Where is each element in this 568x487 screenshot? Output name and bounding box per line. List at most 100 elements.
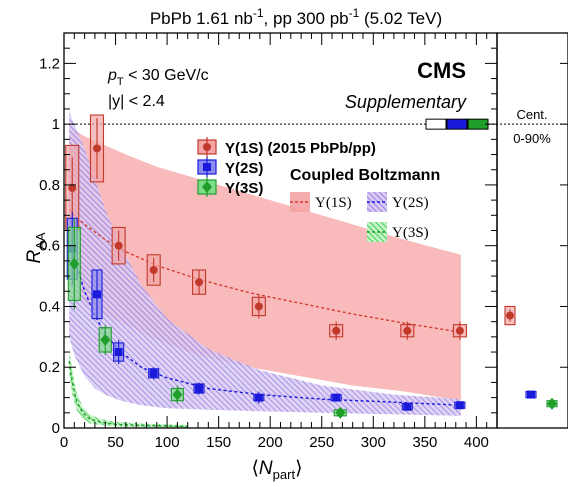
x-axis-title: ⟨Npart⟩ [252, 458, 303, 482]
legend-marker-ups1s-dot [203, 143, 211, 151]
cms-sublabel: Supplementary [345, 92, 467, 112]
integrated-point-ups1s [504, 305, 516, 326]
legend-entry-ups2s-data: Υ(2S) [197, 157, 263, 177]
y-tick-label: 0.6 [39, 238, 60, 255]
marker-ups1s [114, 241, 123, 250]
marker-ups2s [149, 369, 158, 378]
data-point-ups2s-6 [330, 393, 342, 402]
data-point-ups2s-3 [148, 367, 160, 380]
y-tick-label: 0.2 [39, 359, 60, 376]
marker-ups1s [403, 326, 412, 335]
centrality-range: 0-90% [513, 131, 551, 146]
marker-ups3s [335, 406, 346, 419]
legend-marker-ups3s-diamond [202, 181, 212, 193]
legend-entry-ups3s-data: Υ(3S) [197, 177, 263, 197]
legend-model-ups2s-label: Υ(2S) [392, 195, 429, 211]
y-tick-label: 0 [52, 420, 60, 437]
marker-ups1s [92, 144, 101, 153]
integrated-point-ups3s [546, 397, 558, 410]
data-point-ups1s-2 [111, 226, 126, 265]
y-tick-label: 0.4 [39, 298, 60, 315]
legend-marker-ups2s-square [203, 163, 211, 171]
data-point-ups1s-1 [89, 114, 105, 183]
data-point-ups2s-4 [193, 382, 205, 395]
legend-label-ups2s-data: Υ(2S) [225, 160, 263, 177]
data-point-ups2s-8 [454, 401, 466, 410]
model-curve-ups2s [68, 239, 461, 406]
data-point-ups3s-1 [98, 324, 112, 356]
rapidity-cut-label: |y| < 2.4 [108, 93, 165, 110]
legend-entry-ups1s-data: Υ(1S) (2015 PbPb/pp) [197, 137, 376, 157]
x-tick-label: 400 [464, 434, 489, 451]
x-tick-label: 0 [60, 434, 68, 451]
legend-entry-model-ups3s: Υ(3S) [367, 222, 429, 242]
legend-label-ups3s-data: Υ(3S) [225, 180, 263, 197]
data-point-ups1s-7 [400, 321, 415, 340]
cms-label: CMS [417, 58, 466, 83]
model-band-ups2s [69, 112, 461, 416]
legend-model: Υ(1S) Υ(2S) Υ(3S) [290, 192, 429, 242]
data-point-ups2s-7 [401, 402, 413, 411]
marker-ups1s [254, 302, 263, 311]
data-point-ups3s-2 [170, 385, 184, 404]
data-point-ups1s-5 [251, 294, 266, 319]
x-tick-label: 350 [412, 434, 437, 451]
marker-integrated-ups2s [527, 390, 535, 399]
marker-ups2s [403, 402, 412, 411]
x-tick-label: 250 [309, 434, 334, 451]
axis-layer: 0 50 100 150 200 250 300 350 400 0 0.2 0.4 0.6 0.8 1 1.… [39, 33, 568, 451]
data-point-ups3s-3 [333, 406, 347, 419]
data-point-ups2s-1 [91, 269, 103, 320]
data-point-ups2s-2 [113, 339, 125, 365]
marker-ups3s [172, 388, 183, 401]
data-point-ups1s-4 [192, 269, 207, 295]
y-axis-title: RAA [24, 232, 48, 263]
model-curve-ups1s [68, 208, 462, 333]
marker-ups2s [195, 384, 204, 393]
legend-label-ups1s-data: Υ(1S) (2015 PbPb/pp) [225, 140, 376, 157]
global-uncertainty-box-ups2s [446, 118, 468, 130]
data-point-layer [65, 114, 558, 419]
legend-entry-model-ups1s: Υ(1S) [290, 192, 352, 212]
data-point-ups1s-6 [329, 321, 344, 340]
legend-entry-model-ups2s: Υ(2S) [367, 192, 429, 212]
marker-ups2s [455, 401, 464, 410]
model-band-layer [69, 112, 461, 428]
pt-cut-label: pT < 30 GeV/c [107, 67, 209, 88]
x-tick-label: 100 [155, 434, 180, 451]
marker-ups1s [195, 278, 204, 287]
data-point-ups1s-3 [146, 254, 161, 286]
marker-ups3s [69, 257, 80, 270]
legend-model-title: Coupled Boltzmann [290, 167, 440, 184]
x-tick-label: 300 [361, 434, 386, 451]
figure-title: PbPb 1.61 nb-1, pp 300 pb-1 (5.02 TeV) [150, 6, 442, 28]
marker-ups2s [92, 290, 101, 299]
x-tick-label: 50 [107, 434, 124, 451]
reference-line-layer [64, 118, 568, 130]
marker-ups2s [254, 393, 263, 402]
marker-ups1s [149, 266, 158, 274]
legend-model-ups1s-label: Υ(1S) [315, 195, 352, 211]
marker-integrated-ups1s [506, 311, 514, 320]
global-uncertainty-box-ups1s [425, 118, 447, 130]
data-point-ups2s-5 [253, 391, 265, 404]
marker-ups2s [114, 348, 123, 357]
marker-ups3s [100, 333, 111, 346]
marker-integrated-ups3s [547, 397, 557, 410]
y-tick-label: 1.2 [39, 55, 60, 72]
marker-ups1s [68, 183, 77, 192]
x-tick-label: 150 [206, 434, 231, 451]
x-tick-label: 200 [258, 434, 283, 451]
data-point-ups3s-0 [67, 218, 81, 310]
integrated-point-ups2s [525, 390, 537, 399]
legend-model-ups3s-label: Υ(3S) [392, 225, 429, 241]
marker-ups2s [332, 393, 341, 402]
centrality-title: Cent. [516, 107, 547, 122]
side-panel-frame [496, 32, 568, 429]
y-tick-label: 0.8 [39, 177, 60, 194]
y-tick-label: 1 [52, 116, 60, 133]
marker-ups1s [455, 326, 464, 335]
legend-data: Υ(1S) (2015 PbPb/pp) Υ(2S) Υ(3S) [197, 137, 376, 197]
data-point-ups1s-8 [452, 321, 467, 340]
